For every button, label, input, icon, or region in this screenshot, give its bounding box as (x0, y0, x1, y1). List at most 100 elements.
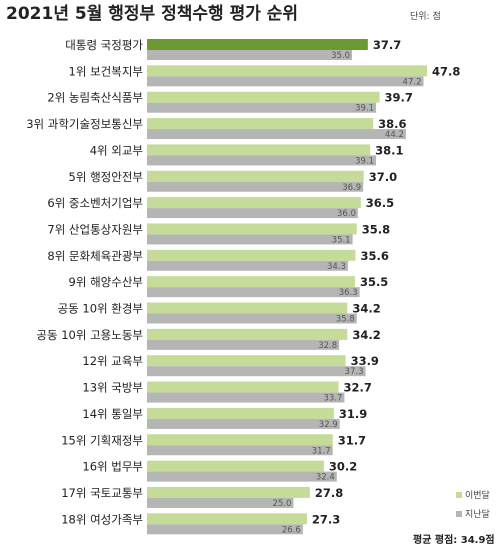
category-label: 4위 외교부 (90, 143, 143, 157)
value-label-current: 27.8 (315, 486, 343, 500)
category-label: 대통령 국정평가 (65, 38, 143, 52)
bar-current (147, 302, 348, 314)
bar-previous (147, 181, 364, 192)
category-label: 12위 교육부 (82, 354, 143, 368)
bar-current (147, 460, 324, 472)
legend-label-previous: 지난달 (465, 508, 490, 520)
unit-label: 단위: 점 (410, 10, 441, 22)
category-label: 7위 산업통상자원부 (47, 222, 143, 236)
bar-previous (147, 497, 294, 508)
category-label: 5위 행정안전부 (69, 170, 143, 184)
bar-previous (147, 471, 337, 482)
bar-current (147, 65, 427, 77)
category-label: 3위 과학기술정보통신부 (26, 117, 143, 131)
bar-current (147, 91, 380, 103)
category-label: 16위 법무부 (82, 460, 143, 474)
category-label: 17위 국토교통부 (61, 486, 143, 500)
bar-previous (147, 445, 333, 456)
value-label-current: 35.5 (360, 275, 388, 289)
chart-title: 2021년 5월 행정부 정책수행 평가 순위 (6, 4, 298, 24)
bar-current (147, 144, 371, 156)
bar-previous (147, 155, 377, 166)
value-label-current: 38.6 (378, 117, 406, 131)
bar-previous (147, 524, 303, 535)
value-label-current: 30.2 (329, 460, 357, 474)
bar-current (147, 276, 355, 288)
bar-current (147, 197, 361, 209)
category-label: 8위 문화체육관광부 (47, 249, 143, 263)
value-label-previous: 33.7 (323, 394, 342, 404)
bar-current (147, 486, 310, 498)
value-label-previous: 37.3 (345, 367, 364, 377)
category-label: 15위 기획재정부 (61, 433, 143, 447)
value-label-current: 37.7 (373, 38, 401, 52)
value-label-previous: 32.9 (319, 420, 338, 430)
legend-swatch-previous (456, 511, 462, 517)
bar-current (147, 118, 374, 130)
value-label-previous: 25.0 (273, 499, 292, 509)
category-label: 공동 10위 고용노동부 (36, 328, 143, 342)
bar-previous (147, 129, 406, 140)
value-label-previous: 47.2 (403, 77, 422, 87)
category-label: 2위 농림축산식품부 (47, 91, 143, 105)
bar-current (147, 381, 339, 393)
category-label: 공동 10위 환경부 (58, 302, 143, 316)
value-label-previous: 44.2 (385, 130, 404, 140)
bar-current (147, 328, 348, 340)
value-label-previous: 34.3 (327, 262, 346, 272)
value-label-current: 38.1 (375, 143, 403, 157)
bar-current (147, 223, 357, 235)
value-label-previous: 26.6 (282, 525, 301, 535)
value-label-current: 31.9 (339, 407, 367, 421)
bar-current (147, 39, 368, 50)
bar-previous (147, 418, 340, 429)
value-label-previous: 35.1 (332, 235, 351, 245)
value-label-previous: 35.0 (331, 51, 350, 61)
bar-previous (147, 313, 357, 324)
bar-previous (147, 392, 345, 403)
bar-previous (147, 50, 353, 60)
bar-previous (147, 287, 360, 298)
bar-current (147, 513, 307, 525)
value-label-previous: 36.9 (342, 183, 361, 193)
value-label-previous: 32.8 (318, 341, 337, 351)
value-label-current: 33.9 (351, 354, 379, 368)
bars-group: 대통령 국정평가 37.7 35.0 1위 보건복지부 47.8 47.2 2위 농림축산식… (26, 38, 460, 535)
bar-previous (147, 208, 358, 219)
bar-previous (147, 234, 353, 245)
category-label: 18위 여성가족부 (61, 512, 143, 526)
value-label-previous: 39.1 (355, 104, 374, 114)
value-label-previous: 31.7 (312, 446, 331, 456)
category-label: 13위 국방부 (82, 381, 143, 395)
bar-previous (147, 339, 340, 350)
category-label: 6위 중소벤처기업부 (47, 196, 143, 210)
bar-previous (147, 76, 424, 87)
bar-current (147, 355, 346, 367)
value-label-current: 32.7 (344, 381, 372, 395)
average-label: 평균 평점: 34.9점 (413, 533, 495, 546)
category-label: 9위 해양수산부 (69, 275, 143, 289)
bar-previous (147, 366, 366, 377)
value-label-current: 37.0 (369, 170, 397, 184)
category-label: 14위 통일부 (82, 407, 143, 421)
value-label-current: 35.6 (361, 249, 389, 263)
value-label-current: 39.7 (385, 91, 413, 105)
bar-current (147, 407, 334, 419)
value-label-current: 36.5 (366, 196, 394, 210)
value-label-previous: 32.4 (316, 473, 335, 483)
category-label: 1위 보건복지부 (69, 64, 143, 78)
value-label-current: 27.3 (312, 512, 340, 526)
value-label-previous: 36.0 (337, 209, 356, 219)
legend-label-current: 이번달 (465, 489, 490, 501)
legend: 이번달 지난달 (456, 489, 490, 520)
bar-current (147, 434, 333, 446)
value-label-previous: 36.3 (339, 288, 358, 298)
value-label-current: 31.7 (338, 433, 366, 447)
bar-current (147, 249, 356, 261)
value-label-previous: 35.8 (336, 315, 355, 325)
bar-previous (147, 260, 348, 271)
value-label-current: 34.2 (352, 328, 380, 342)
value-label-current: 35.8 (362, 222, 390, 236)
bar-current (147, 170, 364, 182)
